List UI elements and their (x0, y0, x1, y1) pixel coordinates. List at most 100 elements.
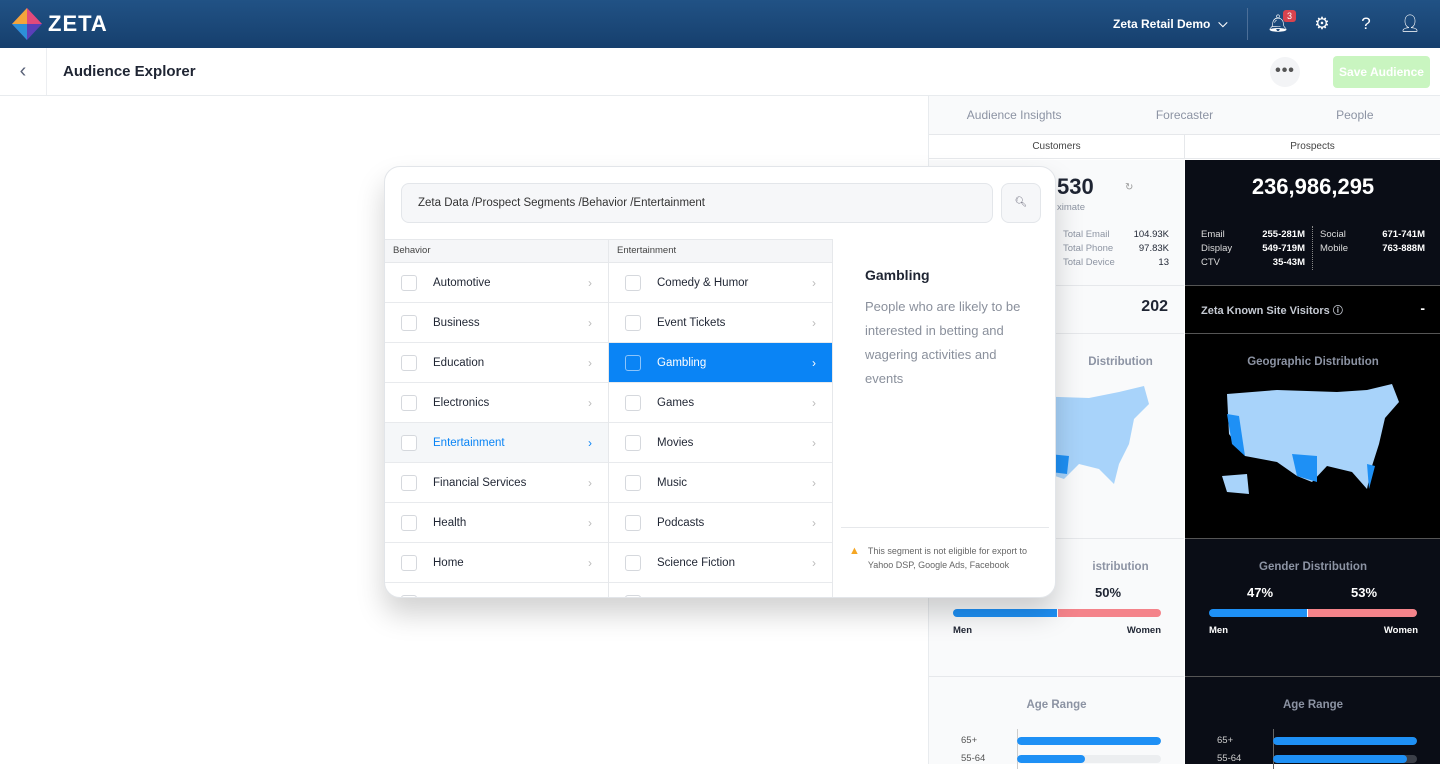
search-icon: 🔍︎ (1014, 197, 1028, 208)
chevron-right-icon: › (588, 555, 592, 570)
list-item[interactable]: Financial Services › (385, 463, 608, 503)
item-label: Games (657, 396, 695, 409)
checkbox[interactable] (625, 434, 641, 451)
info-icon[interactable]: ⓘ (1332, 306, 1343, 317)
help-icon[interactable]: ? (1361, 14, 1371, 33)
age-label: 65+ (961, 735, 978, 746)
export-warning: ▲ This segment is not eligible for export… (841, 527, 1049, 572)
customer-stats: Total Email 104.93K Total Phone 97.83K Tot… (1063, 228, 1169, 270)
chevron-right-icon: › (588, 395, 592, 410)
chevron-right-icon: › (588, 435, 592, 450)
user-icon[interactable]: 👤︎ (1399, 14, 1421, 33)
checkbox[interactable] (401, 434, 417, 451)
list-item[interactable]: Business › (385, 303, 608, 343)
stat-value: 35-43M (1272, 257, 1305, 268)
gender-title: Gender Distribution (1259, 561, 1367, 573)
top-navbar: ZETA Zeta Retail Demo ⌵ 🔔︎ 3 ⚙ ? 👤︎ (0, 0, 1440, 48)
column-header: Behavior (385, 239, 608, 263)
checkbox[interactable] (401, 554, 417, 571)
list-item[interactable]: Podcasts › (609, 503, 832, 543)
known-visitors-count: 202 (1141, 298, 1168, 315)
stat-label: Total Device (1063, 257, 1115, 268)
list-item[interactable] (609, 583, 832, 597)
item-label: Education (433, 356, 485, 369)
checkbox[interactable] (401, 594, 417, 597)
item-label: Home (433, 556, 464, 569)
account-name: Zeta Retail Demo (1113, 16, 1211, 31)
list-item[interactable]: Event Tickets › (609, 303, 832, 343)
women-segment (1306, 609, 1417, 617)
entertainment-column: Entertainment Comedy & Humor › Event Ticke… (609, 239, 833, 597)
item-label: Financial Services (433, 476, 527, 489)
refresh-icon[interactable]: ↻ (1125, 182, 1134, 193)
men-segment (1209, 609, 1307, 617)
checkbox[interactable] (401, 354, 417, 371)
list-item[interactable]: Entertainment › (385, 423, 608, 463)
chevron-right-icon: › (588, 475, 592, 490)
checkbox[interactable] (625, 314, 641, 331)
list-item[interactable]: Games › (609, 383, 832, 423)
zeta-logo[interactable]: ZETA (12, 8, 108, 40)
list-item[interactable]: Home › (385, 543, 608, 583)
item-label: Science Fiction (657, 556, 735, 569)
account-switcher[interactable]: Zeta Retail Demo ⌵ (1113, 16, 1227, 31)
checkbox[interactable] (625, 514, 641, 531)
item-label: Comedy & Humor (657, 276, 749, 289)
page-title: Audience Explorer (63, 63, 196, 80)
checkbox[interactable] (401, 394, 417, 411)
chevron-right-icon: › (812, 275, 816, 290)
save-audience-button[interactable]: Save Audience (1333, 56, 1430, 88)
subtab-prospects[interactable]: Prospects (1184, 135, 1440, 158)
list-item[interactable] (385, 583, 608, 597)
stat-value: 549-719M (1262, 243, 1305, 254)
age-bar (1273, 737, 1417, 745)
chevron-right-icon: › (588, 315, 592, 330)
list-item[interactable]: Health › (385, 503, 608, 543)
list-item[interactable]: Music › (609, 463, 832, 503)
list-item[interactable]: Movies › (609, 423, 832, 463)
item-label: Entertainment (433, 436, 505, 449)
checkbox[interactable] (625, 354, 641, 371)
back-button[interactable]: ‹ (0, 48, 47, 95)
checkbox[interactable] (625, 394, 641, 411)
subtab-customers[interactable]: Customers (1032, 141, 1081, 152)
chevron-right-icon: › (588, 275, 592, 290)
checkbox[interactable] (625, 474, 641, 491)
women-label: Women (1383, 625, 1418, 636)
item-label: Business (433, 316, 480, 329)
list-item[interactable]: Automotive › (385, 263, 608, 303)
stat-label: Email (1201, 229, 1225, 240)
segment-path-input[interactable]: Zeta Data /Prospect Segments /Behavior /… (401, 183, 993, 223)
chevron-down-icon: ⌵ (1218, 16, 1228, 30)
checkbox[interactable] (625, 274, 641, 291)
item-label: Podcasts (657, 516, 705, 529)
age-bar (1017, 755, 1161, 763)
age-label: 65+ (1217, 735, 1234, 746)
checkbox[interactable] (625, 554, 641, 571)
search-button[interactable]: 🔍︎ (1001, 183, 1041, 223)
men-segment (953, 609, 1057, 617)
more-options-button[interactable]: ••• (1270, 57, 1300, 87)
age-title: Age Range (1026, 699, 1087, 711)
tab-people[interactable]: People (1336, 108, 1374, 122)
tab-audience-insights[interactable]: Audience Insights (966, 108, 1062, 122)
known-visitors-label: Zeta Known Site Visitors (1201, 305, 1330, 317)
list-item[interactable]: Education › (385, 343, 608, 383)
segment-picker-modal: Zeta Data /Prospect Segments /Behavior /… (384, 166, 1056, 598)
list-item[interactable]: Comedy & Humor › (609, 263, 832, 303)
checkbox[interactable] (401, 474, 417, 491)
checkbox[interactable] (625, 594, 641, 597)
age-title: Age Range (1282, 699, 1344, 711)
checkbox[interactable] (401, 314, 417, 331)
tab-forecaster[interactable]: Forecaster (1155, 108, 1214, 122)
list-item[interactable]: Science Fiction › (609, 543, 832, 583)
women-label: Women (1126, 625, 1161, 636)
chevron-right-icon: › (588, 355, 592, 370)
item-label: Event Tickets (657, 316, 726, 329)
list-item[interactable]: Electronics › (385, 383, 608, 423)
checkbox[interactable] (401, 274, 417, 291)
item-label: Music (657, 476, 688, 489)
checkbox[interactable] (401, 514, 417, 531)
list-item[interactable]: Gambling › (609, 343, 832, 383)
gear-icon[interactable]: ⚙ (1314, 14, 1330, 33)
